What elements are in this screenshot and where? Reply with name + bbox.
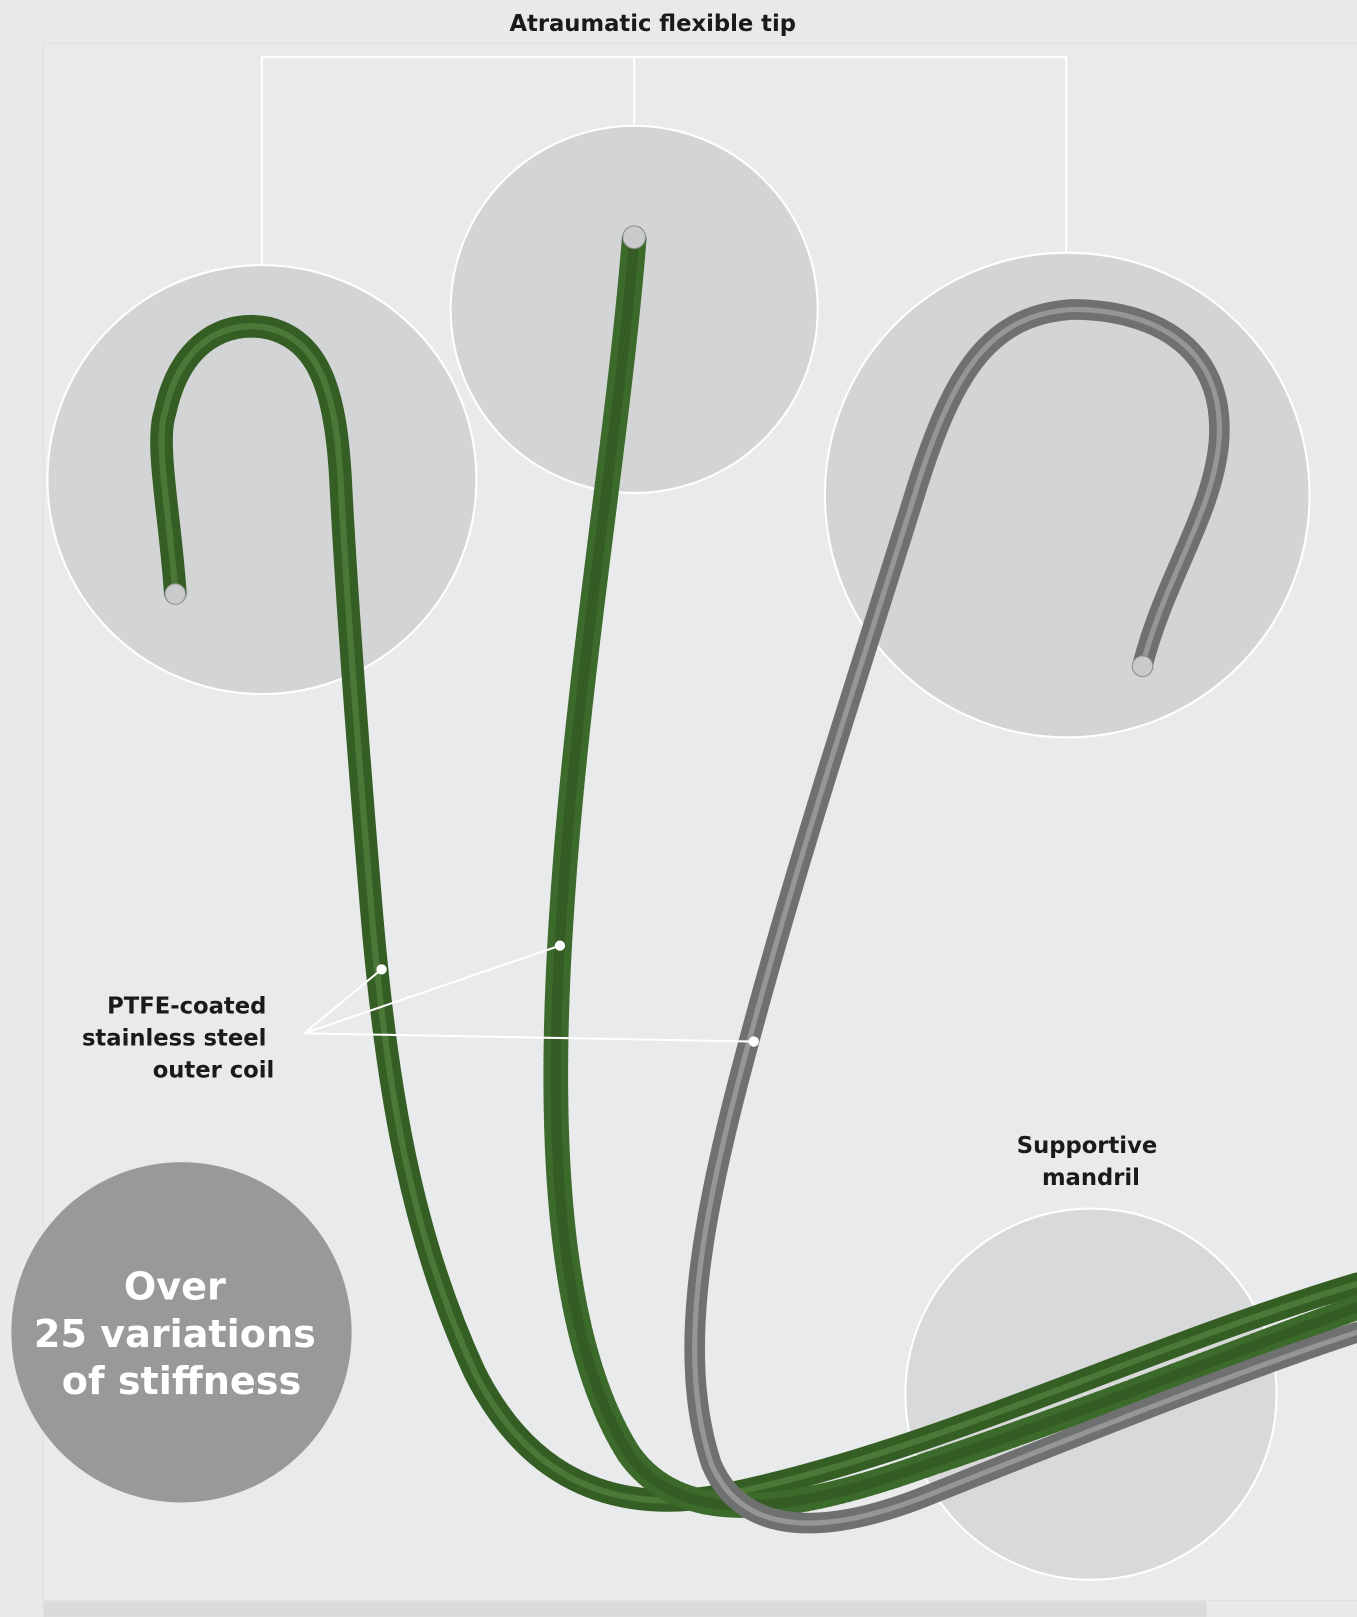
bottom-bar: [43, 1601, 1207, 1617]
label-line: Supportive: [1017, 1133, 1157, 1159]
tip-bracket: [260, 55, 1068, 267]
callout-dot: [748, 1036, 759, 1047]
coil-callout: [303, 944, 754, 1043]
tip-ball: [1131, 655, 1154, 678]
coiled-wire-core: [550, 234, 1357, 1511]
mandril-label: Supportive mandril: [1017, 1133, 1165, 1191]
badge-text: Over 25 variations of stiffness: [34, 1264, 329, 1403]
callout-dot: [376, 964, 387, 975]
badge-line: of stiffness: [62, 1359, 301, 1403]
badge-line: Over: [124, 1264, 226, 1308]
label-line: outer coil: [153, 1058, 275, 1084]
tip-label: Atraumatic flexible tip: [509, 11, 796, 37]
callout-dot: [554, 940, 566, 951]
callout-line: [303, 944, 754, 1043]
label-line: stainless steel: [82, 1026, 266, 1052]
badge-line: 25 variations: [34, 1312, 316, 1356]
label-line: PTFE-coated: [107, 994, 266, 1020]
wire-tips: [164, 225, 1154, 678]
coil-label: PTFE-coated stainless steel outer coil: [82, 994, 274, 1084]
label-line: mandril: [1042, 1165, 1140, 1191]
grey-wire-highlight: [692, 306, 1357, 1526]
green-wire-highlight: [158, 323, 1357, 1504]
badge-circle: [11, 1162, 352, 1503]
callout-dots: [376, 940, 759, 1047]
tip-ball: [622, 225, 647, 250]
wires: [150, 226, 1357, 1534]
zoom-circle: [823, 251, 1311, 739]
tip-ball: [164, 583, 187, 605]
bracket-line: [260, 55, 1068, 267]
